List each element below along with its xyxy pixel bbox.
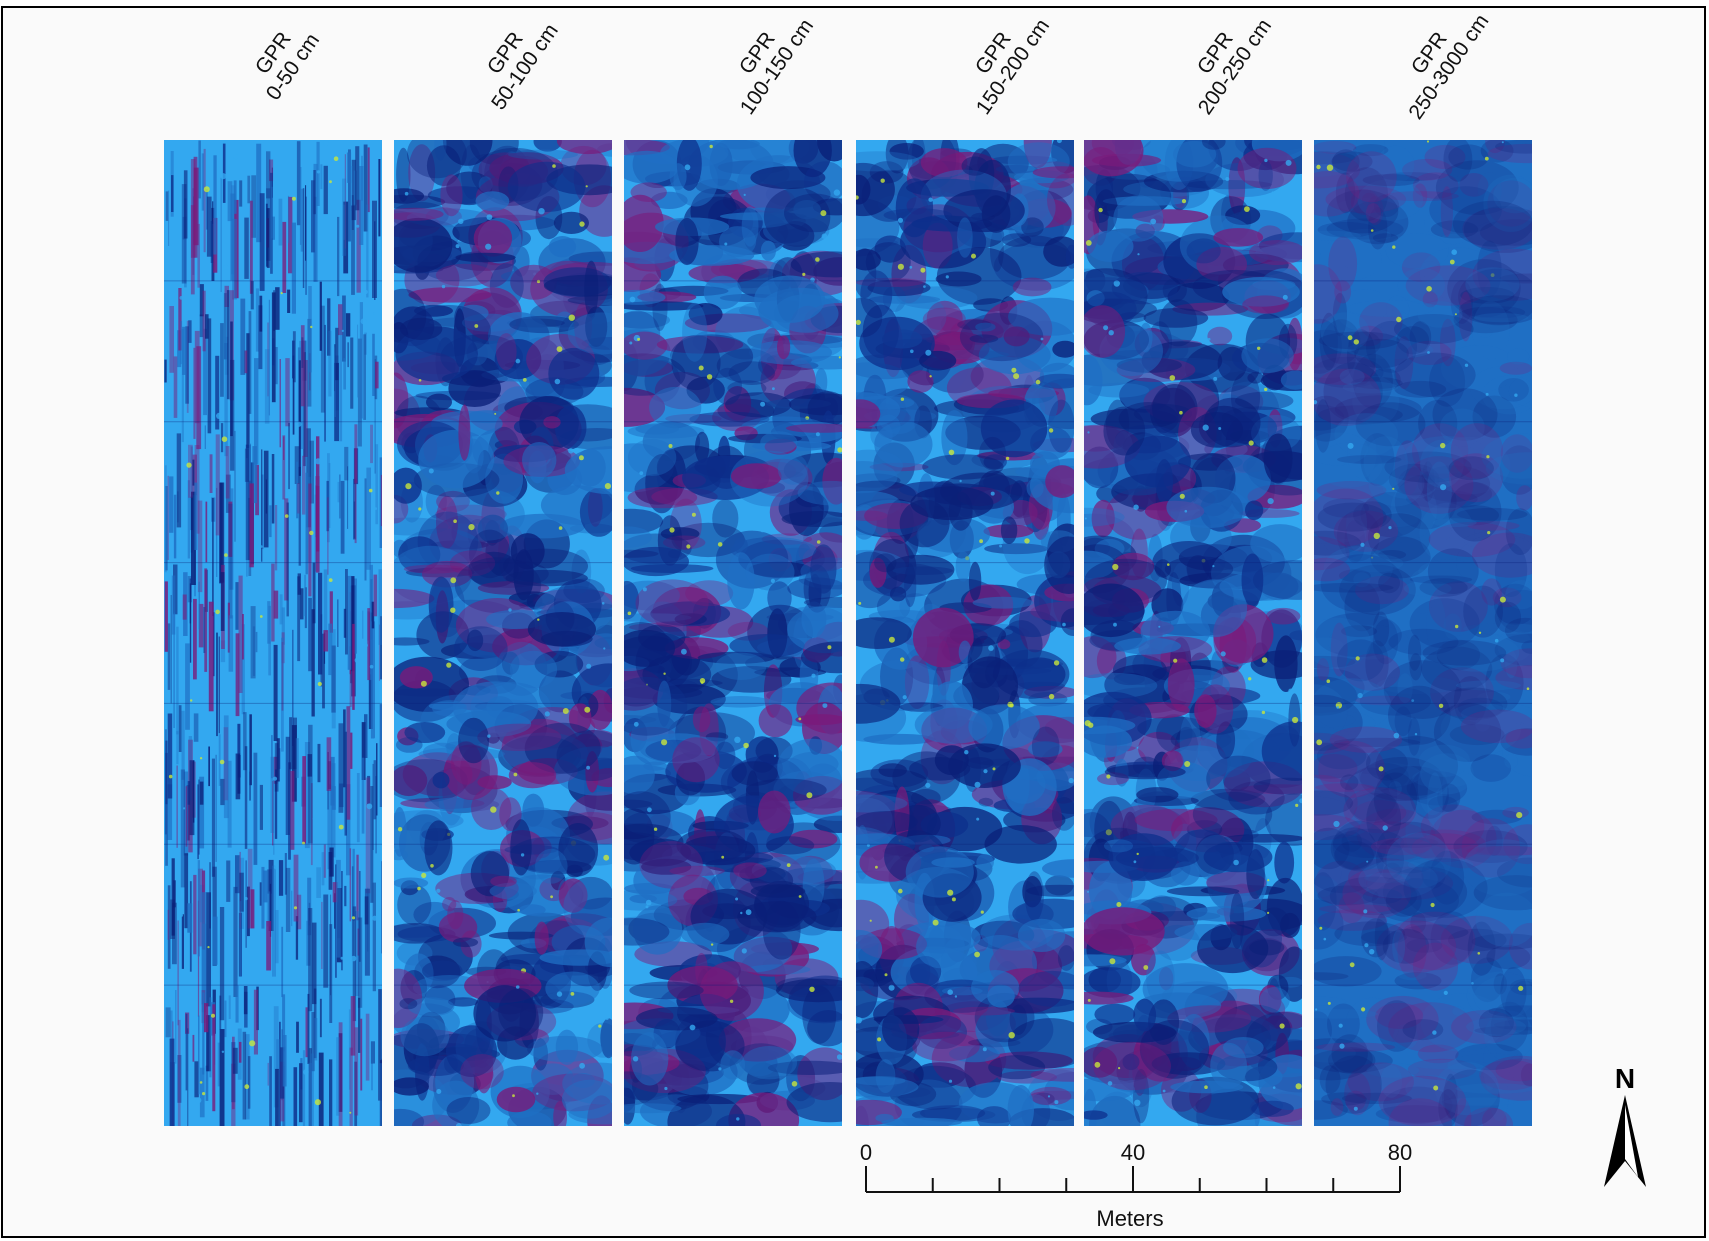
north-arrow-icon: [1604, 1095, 1646, 1187]
gpr-slice-panel-1: [164, 140, 382, 1126]
north-arrow: N: [1600, 1063, 1650, 1193]
north-letter: N: [1614, 1063, 1636, 1094]
scale-unit-label: Meters: [1096, 1206, 1164, 1231]
scale-label-0: 0: [859, 1140, 873, 1165]
scale-bar-ruler: [865, 1166, 1401, 1193]
gpr-slice-panel-4: [856, 140, 1074, 1126]
gpr-slice-panel-5: [1084, 140, 1302, 1126]
gpr-slice-panel-3: [624, 140, 842, 1126]
scale-label-80: 80: [1387, 1140, 1413, 1165]
scale-label-40: 40: [1120, 1140, 1146, 1165]
scale-bar: 0 40 80 Meters: [859, 1140, 1412, 1231]
gpr-slice-panel-2: [394, 140, 612, 1126]
gpr-slice-panel-6: [1314, 140, 1532, 1126]
